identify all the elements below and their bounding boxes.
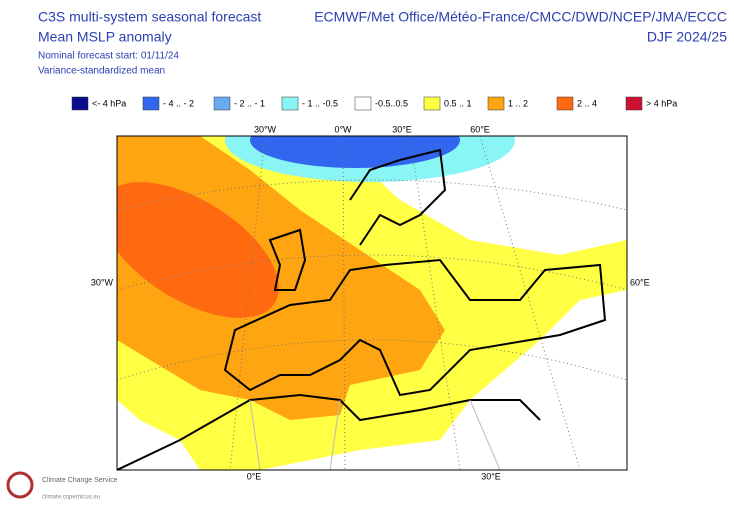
map-frame	[116, 135, 628, 471]
legend-label: > 4 hPa	[646, 98, 677, 108]
graticule-label: 30°E	[392, 124, 412, 134]
legend-swatch	[281, 96, 299, 111]
legend-swatch	[354, 96, 372, 111]
legend-label: - 1 .. -0.5	[302, 98, 338, 108]
legend-swatch	[213, 96, 231, 111]
legend-swatch	[142, 96, 160, 111]
title: C3S multi-system seasonal forecast	[38, 9, 261, 25]
legend-label: 0.5 .. 1	[444, 98, 472, 108]
legend-swatch	[556, 96, 574, 111]
graticule-label: 0°W	[334, 124, 352, 134]
graticule-label: 60°E	[470, 124, 490, 134]
legend-label: -0.5..0.5	[375, 98, 408, 108]
legend-swatch	[71, 96, 89, 111]
logo-name: Climate Change Service	[42, 477, 118, 484]
legend-swatch	[487, 96, 505, 111]
legend-label: 1 .. 2	[508, 98, 528, 108]
legend: <- 4 hPa - 4 .. - 2 - 2 .. - 1 - 1 .. -0.5 -…	[71, 96, 677, 111]
season: DJF 2024/25	[647, 29, 727, 45]
graticule-label: 0°E	[247, 471, 262, 481]
legend-swatch	[423, 96, 441, 111]
graticule-label: 30°E	[481, 471, 501, 481]
subtitle: Mean MSLP anomaly	[38, 29, 172, 45]
logo-icon	[6, 471, 34, 499]
legend-label: - 2 .. - 1	[234, 98, 265, 108]
legend-label: 2 .. 4	[577, 98, 597, 108]
legend-swatch	[625, 96, 643, 111]
legend-label: <- 4 hPa	[92, 98, 126, 108]
method: Variance-standardized mean	[38, 66, 165, 77]
legend-label: - 4 .. - 2	[163, 98, 194, 108]
map	[117, 136, 627, 470]
graticule-label: 60°E	[630, 277, 650, 287]
graticule-label: 30°W	[254, 124, 277, 134]
graticule-label: 30°W	[91, 277, 114, 287]
logo-url: climate.copernicus.eu	[42, 495, 100, 501]
graticule-labels: 30°W 0°W 30°E 60°E 30°W 60°E 0°E 30°E	[91, 124, 650, 481]
centres: ECMWF/Met Office/Météo-France/CMCC/DWD/N…	[314, 9, 727, 25]
start-date: Nominal forecast start: 01/11/24	[38, 51, 179, 62]
